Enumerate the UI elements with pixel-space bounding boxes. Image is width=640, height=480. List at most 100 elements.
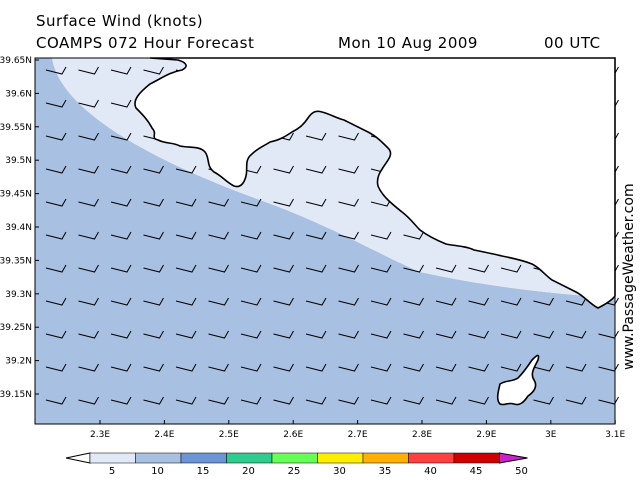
wind-barb [565,330,587,339]
lat-label: 39.5N [5,156,32,166]
wind-barb [565,297,587,306]
wind-barb [175,198,197,207]
wind-barb [240,198,262,207]
lat-label: 39.45N [0,190,32,200]
wind-barb [78,165,99,174]
wind-barb [143,363,164,372]
wind-barb [403,297,424,306]
wind-barb [208,198,229,207]
forecast-time: 00 UTC [544,34,601,52]
lat-label: 39.25N [0,323,32,333]
wind-barb [110,198,132,207]
wind-barb [175,264,197,273]
wind-barb [143,66,164,75]
wind-barb [45,198,67,207]
wind-barb [240,231,262,240]
wind-barb [78,330,99,339]
lon-label: 3.1E [605,430,625,440]
legend-swatch [180,452,227,464]
wind-barb [565,396,587,405]
wind-barb [143,264,164,273]
wind-barb [500,363,522,372]
legend-label: 20 [242,466,255,477]
wind-barb [240,330,262,339]
wind-barb [273,198,294,207]
wind-barb [468,396,489,405]
wind-barb [338,198,359,207]
legend-swatch [317,452,364,464]
wind-barb [403,396,424,405]
wind-barb [338,264,359,273]
legend-swatch [226,452,273,464]
wind-speed-legend: 5 10 15 20 25 30 35 40 45 50 [65,452,528,477]
wind-barb [45,396,67,405]
legend-swatch [408,452,455,464]
coastline-mallorca [134,57,616,309]
wind-barb [305,297,327,306]
wind-barb [175,165,197,174]
lat-label: 39.3N [5,290,32,300]
wind-barb [533,330,554,339]
watermark: www.PassageWeather.com [621,183,637,370]
legend-swatch [89,452,136,464]
wind-barb [273,165,294,174]
wind-barb [500,330,522,339]
wind-barb [403,264,424,273]
wind-barb [45,165,67,174]
watermark-text: www.PassageWeather.com [621,183,637,370]
wind-barb [403,231,424,240]
wind-barb [110,231,132,240]
wind-barb [468,264,489,273]
wind-barb [273,363,294,372]
wind-barb [110,99,132,108]
wind-barb [208,264,229,273]
wind-barb [45,231,67,240]
wind-barb [78,264,99,273]
wind-barb [305,231,327,240]
wind-barb [273,396,294,405]
wind-barb [338,132,359,141]
wind-barb [370,231,392,240]
wind-barb [45,363,67,372]
wind-barb [403,363,424,372]
wind-barb [435,363,457,372]
wind-barb [110,363,132,372]
wind-barb [338,363,359,372]
wind-zone-10-15 [35,58,615,424]
lon-label: 2.3E [90,430,110,440]
lat-label: 39.35N [0,256,32,266]
wind-barb [208,297,229,306]
wind-barb [45,66,67,75]
wind-barb [143,396,164,405]
legend-label: 30 [333,466,346,477]
wind-barb [370,297,392,306]
lat-label: 39.15N [0,390,32,400]
wind-barb [468,330,489,339]
wind-barb [240,264,262,273]
wind-barb [305,396,327,405]
wind-barb [533,396,554,405]
wind-barb [240,363,262,372]
wind-barb [78,198,99,207]
wind-barb [175,297,197,306]
wind-barb [435,396,457,405]
wind-barb [403,330,424,339]
wind-barb [78,363,99,372]
wind-barb [273,231,294,240]
wind-barb [305,264,327,273]
wind-barb [208,330,229,339]
wind-barb [110,264,132,273]
wind-barb [78,297,99,306]
wind-barb [175,231,197,240]
wind-barb [175,330,197,339]
wind-barb [208,363,229,372]
wind-barb [305,165,327,174]
wind-barb [143,231,164,240]
wind-barb [208,231,229,240]
legend-label: 50 [515,466,528,477]
wind-barb [370,264,392,273]
wind-barb [565,363,587,372]
legend-label: 10 [151,466,164,477]
legend-swatch [453,452,500,464]
wind-barb [78,231,99,240]
